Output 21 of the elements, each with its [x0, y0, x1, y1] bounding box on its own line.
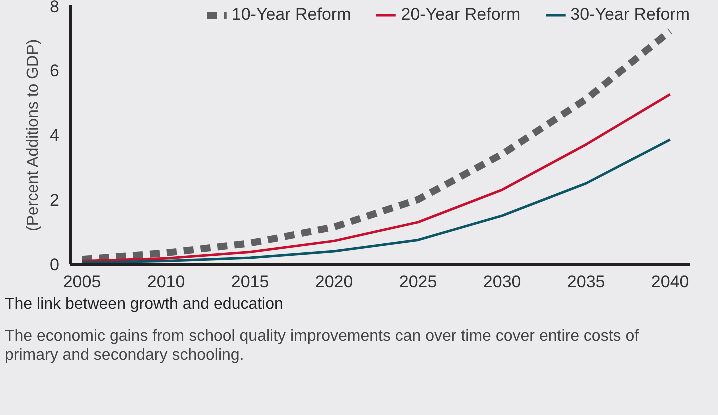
x-tick-label: 2030 — [483, 272, 522, 292]
y-tick-label: 4 — [50, 126, 60, 145]
x-tick-label: 2010 — [147, 272, 186, 292]
legend-label: 30-Year Reform — [570, 5, 690, 25]
x-tick-label: 2015 — [231, 272, 270, 292]
line-series — [81, 93, 672, 263]
y-tick-label: 8 — [50, 0, 60, 16]
x-tick-label: 2025 — [399, 272, 438, 292]
line-series — [81, 138, 672, 264]
x-tick-label: 2040 — [651, 272, 690, 292]
y-tick-label: 2 — [50, 190, 60, 210]
y-tick-label: 6 — [50, 61, 60, 80]
text: The link between growth and education — [5, 295, 284, 314]
x-tick-label: 2020 — [315, 272, 354, 292]
x-tick-label: 2005 — [63, 272, 102, 292]
legend-label: 10-Year Reform — [232, 5, 352, 25]
text: The economic gains from school quality improvements can over time cover entire costs of primary and secondary schooling. — [5, 327, 640, 366]
y-axis-title: (Percent Additions to GDP) — [25, 39, 42, 232]
legend-label: 20-Year Reform — [401, 5, 521, 25]
y-tick-label: 0 — [50, 256, 60, 274]
x-tick-label: 2035 — [567, 272, 606, 292]
